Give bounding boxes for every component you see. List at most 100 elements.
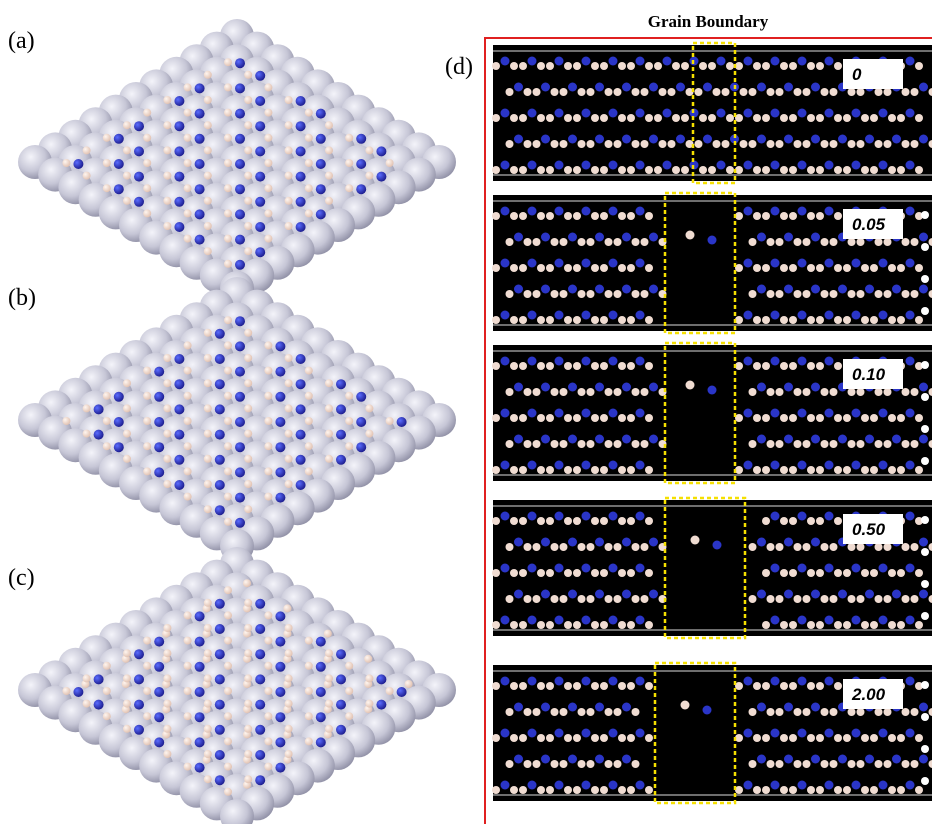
b-atom [587, 238, 595, 246]
b-atom [564, 569, 572, 577]
b-atom [325, 146, 333, 154]
n-atom [215, 750, 225, 760]
b-atom [564, 166, 572, 174]
b-atom [305, 687, 313, 695]
b-atom [857, 88, 865, 96]
n-atom [501, 311, 510, 320]
b-atom [875, 290, 883, 298]
b-atom [123, 700, 131, 708]
b-atom [204, 430, 212, 438]
n-atom [541, 435, 550, 444]
b-atom [204, 121, 212, 129]
n-atom [582, 616, 591, 625]
n-atom [356, 417, 366, 427]
b-atom [897, 166, 905, 174]
n-atom [555, 259, 564, 268]
n-atom [825, 357, 834, 366]
n-atom [771, 512, 780, 521]
b-atom [591, 734, 599, 742]
b-atom [780, 621, 788, 629]
n-atom [555, 564, 564, 573]
n-atom [622, 703, 631, 712]
b-atom [861, 166, 869, 174]
b-atom [510, 166, 518, 174]
b-atom [915, 414, 923, 422]
b-atom [884, 543, 892, 551]
b-atom [848, 708, 856, 716]
b-atom [224, 687, 232, 695]
strip: 0.50 [492, 498, 932, 638]
b-atom [224, 341, 232, 349]
b-atom [897, 264, 905, 272]
n-atom [609, 512, 618, 521]
b-atom [834, 114, 842, 122]
b-atom [816, 264, 824, 272]
n-atom [649, 135, 658, 144]
n-atom [744, 357, 753, 366]
b-atom [627, 212, 635, 220]
b-atom [794, 290, 802, 298]
b-atom [524, 440, 532, 448]
n-atom [154, 367, 164, 377]
n-atom [215, 354, 225, 364]
n-atom [174, 146, 184, 156]
panel-label: (b) [8, 285, 36, 311]
n-atom [595, 83, 604, 92]
b-atom [143, 467, 151, 475]
panel-label: (d) [445, 54, 473, 80]
b-atom [564, 682, 572, 690]
n-atom [541, 590, 550, 599]
b-atom [184, 417, 192, 425]
b-atom [546, 264, 554, 272]
b-atom [285, 379, 293, 387]
n-atom [336, 700, 346, 710]
b-atom [244, 329, 252, 337]
n-atom [852, 729, 861, 738]
b-atom [902, 760, 910, 768]
b-atom [600, 734, 608, 742]
b-atom [645, 264, 653, 272]
b-atom [632, 140, 640, 148]
b-atom [345, 687, 353, 695]
b-atom [821, 760, 829, 768]
b-atom [285, 674, 293, 682]
n-atom [134, 700, 144, 710]
b-atom [143, 209, 151, 217]
n-atom [771, 677, 780, 686]
b-atom [875, 595, 883, 603]
n-atom [622, 135, 631, 144]
b-atom [591, 114, 599, 122]
b-atom [123, 172, 131, 180]
n-atom [717, 161, 726, 170]
b-atom [264, 611, 272, 619]
n-atom [906, 781, 915, 790]
n-atom [744, 161, 753, 170]
n-atom [906, 357, 915, 366]
b-atom [519, 517, 527, 525]
n-atom [114, 134, 124, 144]
b-atom [573, 166, 581, 174]
b-atom [591, 682, 599, 690]
b-atom [884, 88, 892, 96]
n-atom [798, 616, 807, 625]
b-atom [163, 404, 171, 412]
b-atom [600, 166, 608, 174]
b-atom [305, 184, 313, 192]
b-atom [600, 786, 608, 794]
n-atom [811, 135, 820, 144]
b-atom [803, 708, 811, 716]
n-atom [568, 383, 577, 392]
b-atom [780, 786, 788, 794]
n-atom [555, 109, 564, 118]
b-atom [762, 114, 770, 122]
b-atom [618, 517, 626, 525]
b-atom [533, 140, 541, 148]
n-atom [757, 590, 766, 599]
n-atom [811, 590, 820, 599]
n-atom [541, 83, 550, 92]
b-atom [492, 264, 500, 272]
b-atom [632, 388, 640, 396]
n-atom [649, 383, 658, 392]
b-atom [807, 62, 815, 70]
b-atom [816, 166, 824, 174]
